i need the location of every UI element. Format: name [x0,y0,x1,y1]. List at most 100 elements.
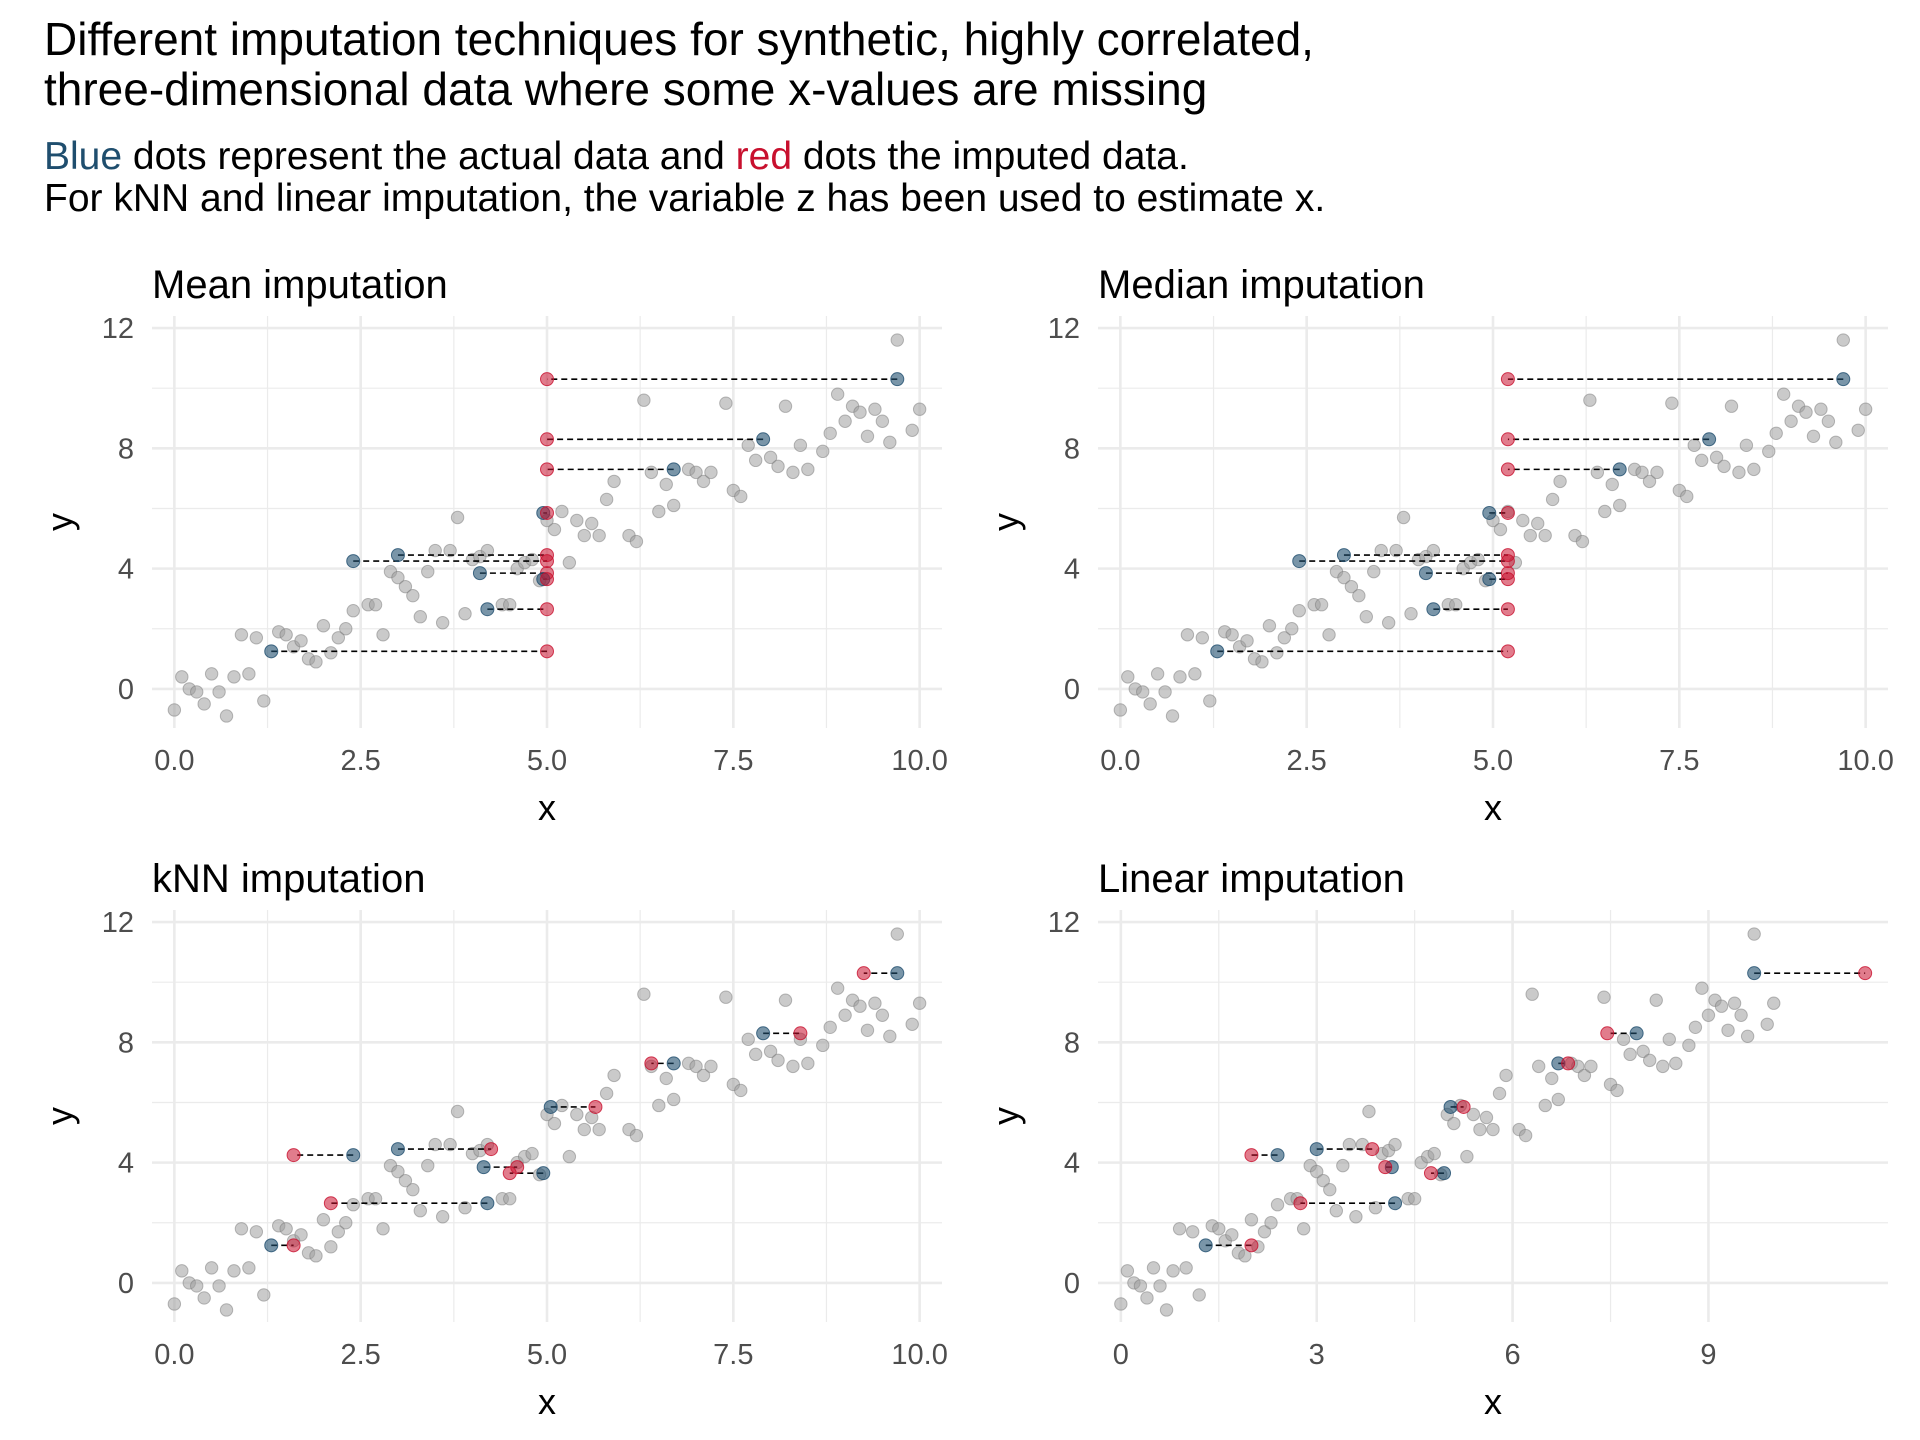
background-point [1532,1059,1546,1074]
background-point [1388,1137,1402,1152]
background-point [592,528,606,543]
imputed-point [540,602,554,617]
background-point [1688,1020,1703,1034]
background-point [1185,1225,1200,1239]
background-point [391,570,405,585]
y-tick-label: 0 [118,674,134,706]
background-point [555,1098,569,1113]
actual-point [264,1238,279,1253]
background-point [443,1137,457,1152]
background-point [190,1279,204,1293]
background-point [428,1137,442,1152]
background-point [1525,987,1539,1001]
background-point [1426,543,1441,558]
background-point [1336,1158,1350,1173]
background-point [1714,999,1729,1013]
background-point [458,607,472,621]
background-point [883,1029,897,1044]
actual-point [666,462,681,477]
background-point [458,1201,472,1215]
y-axis-title: y [985,513,1026,531]
background-point [1257,1225,1272,1239]
background-point [1203,694,1217,708]
background-point [1389,543,1403,558]
x-tick-label: 10.0 [1837,745,1893,777]
actual-point [1702,432,1717,447]
background-point [1598,504,1612,519]
background-point [1727,996,1742,1010]
background-point [1323,1182,1337,1197]
actual-point [472,566,487,581]
y-axis-title: y [985,1107,1026,1125]
background-point [637,987,651,1001]
background-point [1858,402,1873,416]
background-point [227,670,241,684]
background-point [339,1216,353,1230]
background-point [830,387,845,401]
background-point [346,1198,360,1212]
background-point [1597,990,1611,1004]
actual-point [1270,1148,1285,1163]
x-tick-label: 5.0 [527,1339,567,1371]
background-point [1769,426,1783,440]
x-axis-title: x [538,787,556,828]
background-point [562,1149,577,1164]
background-point [1114,1297,1128,1311]
background-point [1225,1228,1239,1242]
background-point [793,438,808,453]
background-point [428,543,442,558]
background-point [1374,543,1388,558]
background-point [1479,1110,1494,1125]
background-point [1381,616,1396,630]
actual-point [1629,1026,1644,1041]
background-point [763,450,778,465]
background-point [853,405,867,419]
background-point [1192,1288,1206,1302]
background-point [741,1032,755,1047]
imputed-point [540,554,554,569]
imputed-point [1244,1238,1259,1253]
background-point [1739,438,1754,453]
background-point [1545,1071,1559,1086]
background-point [167,703,182,717]
background-point [786,1059,800,1074]
background-point [331,631,346,645]
background-point [331,1225,346,1239]
background-point [1180,628,1195,642]
x-tick-label: 6 [1505,1339,1521,1371]
actual-point [390,548,405,563]
background-point [801,462,815,477]
background-point [1575,534,1590,549]
background-point [450,510,465,525]
imputed-point [540,432,554,447]
background-point [1814,402,1828,416]
imputed-point [1500,572,1515,587]
background-point [368,598,383,612]
background-point [704,465,718,480]
background-point [1724,399,1739,413]
background-point [368,1192,383,1206]
actual-point [1418,566,1433,581]
background-point [1368,1201,1383,1215]
background-point [868,402,882,416]
background-point [1486,1122,1500,1137]
background-point [1255,655,1269,669]
background-point [629,534,644,549]
background-point [1694,453,1709,468]
background-point [1821,414,1836,428]
background-point [1404,607,1418,621]
background-point [1212,1222,1226,1236]
facet-panel-2: 0.0 2.5 5.0 7.5 10.0 0 4 8 12 x y Median imputation [985,263,1894,828]
actual-point [1210,644,1225,659]
background-point [1662,1032,1676,1047]
facet-panel-4: 0 3 6 9 0 4 8 12 x y Linear imputation [985,857,1888,1422]
background-point [1296,1222,1311,1236]
background-point [1113,703,1128,717]
x-tick-label: 5.0 [527,745,567,777]
background-point [1590,465,1605,480]
actual-point [1292,554,1307,569]
background-point [1166,1264,1180,1278]
imputed-point [1456,1099,1471,1114]
background-point [599,1086,614,1101]
